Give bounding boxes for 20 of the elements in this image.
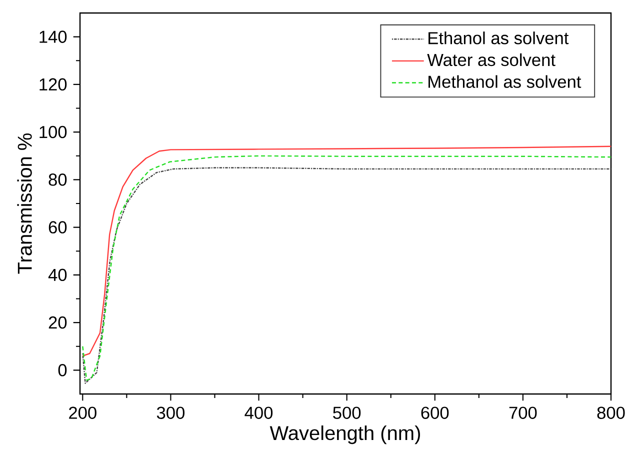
x-tick-label: 400 — [244, 406, 273, 419]
y-tick-label: 20 — [48, 316, 67, 329]
y-tick-label: 40 — [48, 268, 67, 282]
legend-label: Water as solvent — [427, 53, 556, 66]
x-tick-label: 500 — [333, 406, 361, 419]
y-tick-label: 60 — [48, 221, 67, 234]
y-tick-label: 120 — [40, 78, 67, 91]
legend-label: Ethanol as solvent — [428, 32, 569, 44]
y-tick-label: 0 — [58, 364, 67, 376]
x-tick-label: 800 — [597, 406, 625, 419]
x-axis-title: Wavelength (nm) — [270, 425, 420, 444]
legend-label: Methanol as solvent — [428, 75, 582, 88]
x-tick-label: 700 — [509, 406, 537, 419]
x-tick-label: 200 — [69, 406, 96, 419]
y-tick-label: 140 — [40, 30, 67, 43]
y-tick-label: 80 — [48, 174, 67, 186]
y-tick-label: 100 — [40, 126, 67, 138]
x-tick-label: 600 — [421, 406, 449, 419]
y-axis-title: Transmission % — [17, 133, 32, 274]
x-tick-label: 300 — [156, 406, 184, 419]
